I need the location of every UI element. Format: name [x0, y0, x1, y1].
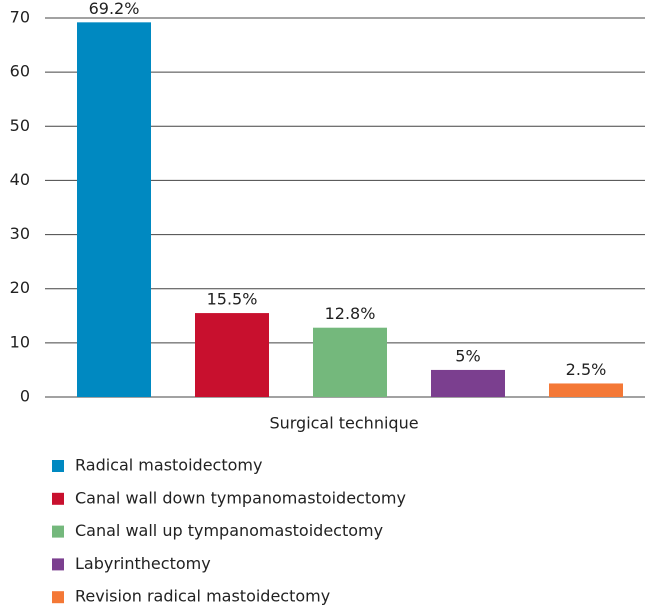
y-tick-label: 30	[10, 224, 30, 243]
value-label: 2.5%	[566, 360, 607, 379]
value-label: 12.8%	[325, 304, 376, 323]
bar	[549, 383, 623, 397]
y-tick-label: 40	[10, 170, 30, 189]
y-tick-label: 70	[10, 8, 30, 27]
bar	[431, 369, 505, 397]
legend-swatch	[52, 460, 64, 472]
y-tick-label: 60	[10, 62, 30, 81]
y-tick-label: 0	[20, 387, 30, 406]
x-axis-label: Surgical technique	[269, 414, 418, 433]
legend-swatch	[52, 591, 64, 604]
legend-label: Canal wall down tympanomastoidectomy	[75, 488, 406, 507]
value-label: 5%	[455, 346, 480, 365]
legend-label: Labyrinthectomy	[75, 554, 211, 573]
y-tick-label: 10	[10, 332, 30, 351]
value-label: 15.5%	[207, 290, 258, 309]
legend-swatch	[52, 558, 64, 571]
value-label: 69.2%	[89, 0, 140, 18]
bar	[195, 313, 269, 397]
legend-label: Canal wall up tympanomastoidectomy	[75, 521, 383, 540]
bar	[77, 22, 151, 398]
legend-swatch	[52, 492, 64, 505]
legend-label: Revision radical mastoidectomy	[75, 587, 330, 606]
bar	[313, 327, 387, 397]
y-tick-label: 50	[10, 116, 30, 135]
y-tick-label: 20	[10, 278, 30, 297]
legend-swatch	[52, 525, 64, 538]
legend-label: Radical mastoidectomy	[75, 456, 262, 475]
